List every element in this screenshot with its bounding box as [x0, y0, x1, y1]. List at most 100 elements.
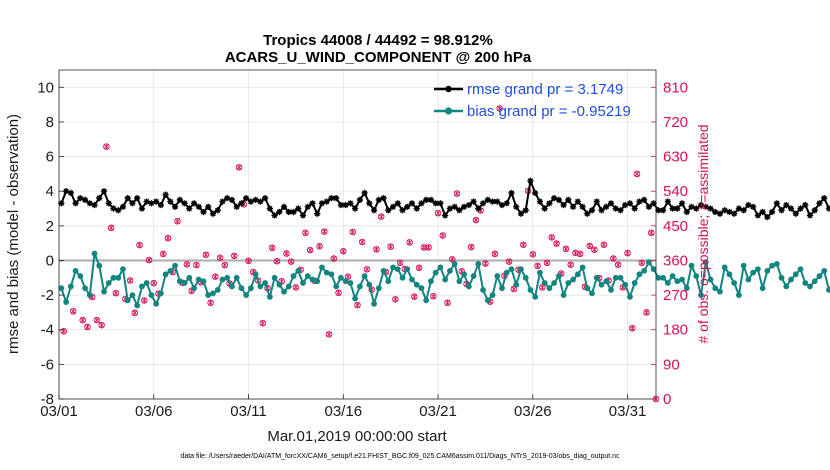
bias-point-151 [773, 261, 780, 267]
obs-assimilated-12 [132, 309, 138, 316]
rmse-point-74 [408, 200, 416, 207]
bias-point-87 [470, 273, 477, 279]
bias-point-142 [731, 280, 738, 286]
rmse-point-145 [745, 201, 752, 209]
obs-assimilated-75 [430, 293, 436, 300]
bias-point-0 [58, 285, 65, 292]
rmse-point-157 [802, 201, 809, 209]
obs-assimilated-66 [387, 243, 394, 250]
bias-point-84 [456, 278, 463, 285]
rmse-point-106 [560, 201, 567, 209]
rmse-point-52 [304, 203, 311, 210]
bias-point-5 [82, 285, 88, 292]
rmse-point-135 [697, 201, 705, 209]
obs-assimilated-48 [302, 229, 309, 236]
obs-assimilated-119 [639, 259, 645, 266]
rmse-point-139 [716, 210, 724, 217]
rmse-point-104 [551, 195, 558, 202]
bias-point-155 [792, 271, 799, 278]
obs-assimilated-70 [406, 239, 413, 246]
bias-point-146 [750, 269, 757, 276]
bias-point-78 [428, 278, 434, 285]
rmse-point-89 [479, 200, 487, 207]
bias-point-96 [513, 281, 520, 288]
bias-point-27 [186, 274, 193, 281]
obs-assimilated-53 [326, 331, 332, 338]
bias-point-147 [754, 266, 761, 273]
rmse-point-91 [489, 198, 496, 205]
bias-point-30 [200, 278, 207, 285]
obs-assimilated-104 [568, 261, 574, 268]
bias-point-91 [489, 292, 496, 299]
bias-point-19 [148, 292, 155, 299]
bias-point-154 [788, 276, 794, 283]
bias-point-106 [560, 292, 567, 299]
obs-assimilated-78 [444, 299, 451, 306]
rmse-point-49 [290, 208, 297, 216]
rmse-point-8 [96, 195, 103, 202]
obs-assimilated-99 [544, 259, 550, 266]
obs-assimilated-118 [634, 170, 640, 177]
rmse-point-158 [806, 212, 814, 219]
obs-assimilated-54 [331, 255, 337, 262]
rmse-point-18 [143, 198, 150, 205]
rmse-point-39 [243, 195, 250, 202]
bias-point-63 [356, 283, 363, 290]
bias-point-44 [266, 293, 273, 300]
y-tick-label-1: -6 [41, 356, 54, 373]
bias-point-99 [527, 287, 534, 293]
bias-point-59 [338, 274, 344, 281]
obs-assimilated-116 [624, 250, 631, 257]
bias-point-37 [233, 274, 240, 281]
bias-point-49 [290, 273, 297, 279]
bias-point-79 [432, 269, 439, 276]
bias-point-83 [451, 261, 458, 267]
bias-point-74 [409, 276, 415, 283]
bias-point-152 [778, 274, 785, 281]
rmse-point-162 [825, 205, 830, 212]
bias-point-21 [157, 290, 164, 297]
obs-assimilated-23 [184, 261, 190, 268]
rmse-point-29 [195, 203, 202, 210]
rmse-point-128 [664, 198, 671, 205]
bias-point-3 [72, 267, 79, 274]
obs-assimilated-111 [601, 241, 607, 248]
obs-assimilated-13 [136, 242, 143, 249]
rmse-point-7 [91, 201, 98, 209]
legend: rmse grand pr = 3.1749 bias grand pr = -… [434, 81, 631, 120]
rmse-point-19 [148, 200, 155, 207]
rmse-point-84 [456, 207, 463, 214]
rmse-point-93 [498, 201, 506, 209]
rmse-point-161 [821, 195, 828, 202]
bias-point-61 [347, 280, 354, 286]
bias-point-2 [67, 283, 74, 290]
bias-point-143 [736, 292, 742, 299]
rmse-point-53 [309, 200, 316, 207]
rmse-point-148 [759, 208, 766, 216]
rmse-point-151 [773, 200, 780, 207]
rmse-point-59 [337, 201, 345, 209]
rmse-point-25 [176, 196, 183, 203]
rmse-point-36 [228, 196, 236, 203]
rmse-point-56 [323, 198, 330, 205]
y-axis-left: -8 -6 -4 -2 0 2 4 6 8 10 [37, 79, 64, 408]
rmse-point-40 [247, 198, 254, 205]
obs-assimilated-5 [94, 317, 100, 324]
bias-point-32 [210, 290, 216, 297]
rmse-point-126 [655, 207, 662, 214]
rmse-point-155 [792, 210, 799, 217]
bias-point-43 [262, 280, 269, 286]
bias-point-51 [300, 280, 306, 286]
rmse-point-54 [314, 210, 321, 217]
bias-point-113 [593, 274, 600, 281]
y-tick-label-8: 8 [46, 114, 54, 131]
rmse-point-137 [707, 205, 714, 212]
legend-rmse-marker [445, 85, 452, 93]
x-tick-label-5: 03/26 [514, 403, 552, 420]
rmse-point-13 [119, 203, 127, 210]
obs-assimilated-64 [378, 213, 384, 220]
bias-point-125 [650, 266, 657, 273]
rmse-point-14 [124, 195, 131, 202]
y2-tick-label-0: 0 [663, 391, 671, 408]
